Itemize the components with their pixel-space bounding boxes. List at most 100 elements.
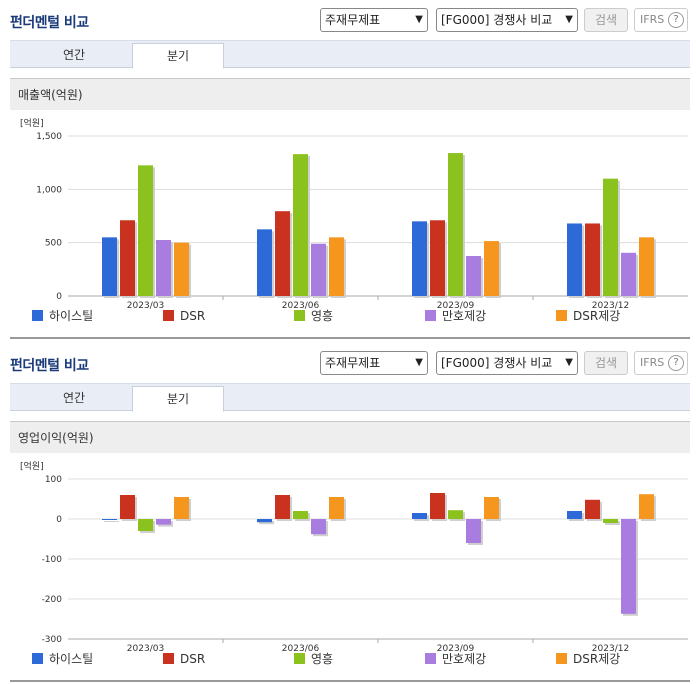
bar	[275, 495, 290, 519]
tab-annual[interactable]: 연간	[62, 48, 86, 62]
legend-label: DSR	[180, 309, 205, 323]
legend-label: 영흥	[311, 309, 333, 323]
divider	[10, 337, 690, 339]
x-tick-label: 2023/03	[127, 301, 164, 311]
ifrs-button[interactable]: IFRS?	[634, 8, 688, 32]
unit-label: [억원]	[20, 460, 44, 472]
legend-swatch	[163, 653, 174, 664]
bar	[484, 241, 499, 296]
y-tick-label: 0	[56, 515, 62, 525]
ifrs-label: IFRS	[640, 356, 665, 369]
bar	[448, 510, 463, 519]
bar	[466, 256, 481, 296]
bar	[448, 153, 463, 296]
y-tick-label: 500	[45, 239, 62, 249]
bar	[156, 240, 171, 296]
x-tick-label: 2023/12	[592, 301, 629, 311]
period-tabs: 연간 분기	[10, 40, 690, 69]
chevron-down-icon: ▼	[565, 14, 573, 25]
x-tick-label: 2023/06	[282, 644, 320, 654]
legend-swatch	[556, 653, 567, 664]
chevron-down-icon: ▼	[415, 357, 423, 368]
bar	[412, 221, 427, 296]
legend-label: DSR	[180, 652, 205, 666]
y-tick-label: 1,000	[36, 185, 62, 195]
y-tick-label: 1,500	[36, 132, 62, 142]
y-tick-label: 0	[56, 292, 62, 302]
bar	[430, 220, 445, 296]
search-button[interactable]: 검색	[584, 8, 628, 32]
legend-swatch	[163, 310, 174, 321]
bar	[329, 237, 344, 296]
fundamental-section-revenue: 펀더멘털 비교 주재무제표 ▼ [FG000] 경쟁사 비교 ▼ 검색 IFRS? …	[0, 0, 696, 340]
statement-select-value: 주재무제표	[325, 13, 381, 27]
bar	[174, 242, 189, 296]
bar	[621, 519, 636, 614]
statement-select-value: 주재무제표	[325, 356, 381, 370]
bar	[293, 154, 308, 296]
chart-subtitle: 영업이익(억원)	[10, 421, 690, 453]
peer-select-value: [FG000] 경쟁사 비교	[441, 356, 553, 370]
operating-profit-bar-chart: [억원] -300 -200 -100 0 100 2023/03 2023/06 2023/0…	[20, 460, 688, 666]
section-header: 펀더멘털 비교 주재무제표 ▼ [FG000] 경쟁사 비교 ▼ 검색 IFRS?	[0, 343, 696, 383]
ifrs-button[interactable]: IFRS?	[634, 351, 688, 375]
bar	[311, 519, 326, 535]
y-tick-label: 100	[45, 475, 62, 485]
chevron-down-icon: ▼	[565, 357, 573, 368]
bar	[293, 511, 308, 519]
legend-swatch	[556, 310, 567, 321]
peer-select[interactable]: [FG000] 경쟁사 비교 ▼	[436, 351, 578, 375]
peer-select-value: [FG000] 경쟁사 비교	[441, 13, 553, 27]
bar	[138, 165, 153, 296]
section-title: 펀더멘털 비교	[10, 15, 89, 31]
legend-swatch	[294, 653, 305, 664]
bar	[603, 519, 618, 523]
legend-label: 만호제강	[442, 652, 486, 666]
ifrs-label: IFRS	[640, 13, 665, 26]
bar	[484, 497, 499, 519]
help-icon[interactable]: ?	[668, 355, 684, 371]
bar	[257, 229, 272, 296]
peer-select[interactable]: [FG000] 경쟁사 비교 ▼	[436, 8, 578, 32]
legend-swatch	[32, 653, 43, 664]
bar	[257, 519, 272, 523]
tab-quarterly[interactable]: 분기	[132, 43, 224, 69]
unit-label: [억원]	[20, 117, 44, 129]
legend-swatch	[32, 310, 43, 321]
bar	[138, 519, 153, 531]
bar	[120, 495, 135, 519]
section-title: 펀더멘털 비교	[10, 358, 89, 374]
chart-subtitle: 매출액(억원)	[10, 78, 690, 110]
y-tick-label: -100	[42, 555, 63, 565]
legend-swatch	[294, 310, 305, 321]
x-tick-label: 2023/12	[592, 644, 629, 654]
statement-select[interactable]: 주재무제표 ▼	[320, 351, 428, 375]
bar	[567, 511, 582, 519]
search-button[interactable]: 검색	[584, 351, 628, 375]
statement-select[interactable]: 주재무제표 ▼	[320, 8, 428, 32]
legend-label: 영흥	[311, 652, 333, 666]
bar	[412, 513, 427, 519]
bar	[156, 519, 171, 525]
bar	[102, 519, 117, 520]
bar	[603, 178, 618, 296]
legend-swatch	[425, 310, 436, 321]
section-header: 펀더멘털 비교 주재무제표 ▼ [FG000] 경쟁사 비교 ▼ 검색 IFRS?	[0, 0, 696, 40]
y-tick-label: -300	[42, 635, 63, 645]
bar	[311, 243, 326, 296]
legend-label: 만호제강	[442, 309, 486, 323]
x-tick-label: 2023/03	[127, 644, 164, 654]
tab-quarterly[interactable]: 분기	[132, 386, 224, 412]
y-tick-label: -200	[42, 595, 63, 605]
bar	[329, 497, 344, 519]
tab-annual[interactable]: 연간	[62, 391, 86, 405]
bar	[275, 211, 290, 296]
fundamental-section-operating-profit: 펀더멘털 비교 주재무제표 ▼ [FG000] 경쟁사 비교 ▼ 검색 IFRS? …	[0, 343, 696, 683]
period-tabs: 연간 분기	[10, 383, 690, 412]
bar	[430, 493, 445, 519]
chevron-down-icon: ▼	[415, 14, 423, 25]
revenue-bar-chart: [억원] 0 500 1,000 1,500 2023/03 2023/06 2023/09 2…	[20, 117, 688, 323]
help-icon[interactable]: ?	[668, 12, 684, 28]
legend-label: 하이스틸	[49, 652, 93, 666]
bar	[120, 220, 135, 296]
